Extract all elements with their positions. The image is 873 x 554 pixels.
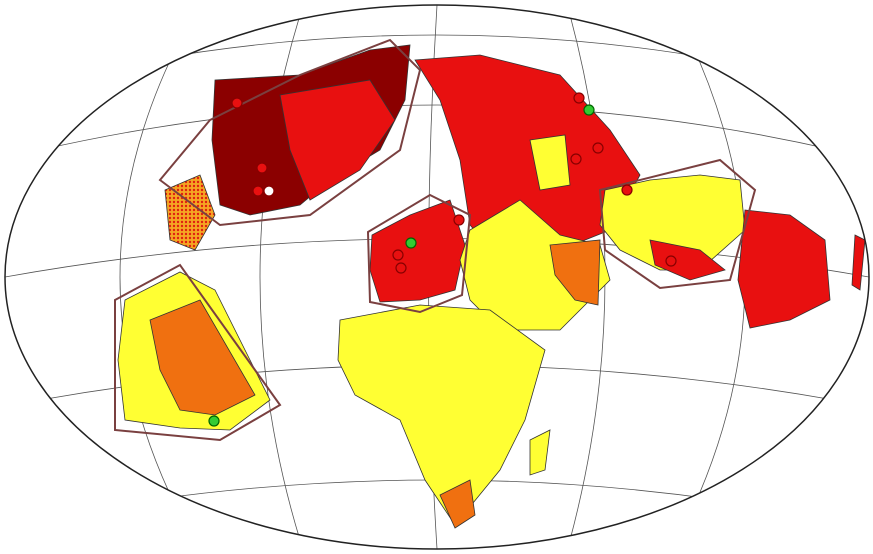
madagascar xyxy=(529,429,551,476)
southeast-asia xyxy=(599,174,746,271)
indonesia xyxy=(649,239,726,281)
australia xyxy=(737,209,831,329)
mongolia xyxy=(529,134,571,191)
greenland xyxy=(279,79,396,201)
land-masses xyxy=(117,44,866,529)
europe xyxy=(369,199,466,303)
central-america xyxy=(164,174,216,251)
markers xyxy=(208,92,677,427)
south-africa xyxy=(439,479,476,529)
new-zealand xyxy=(851,234,866,291)
south-america-interior xyxy=(149,299,256,416)
map-border xyxy=(4,4,870,550)
india xyxy=(549,239,601,306)
russia xyxy=(414,54,641,261)
africa xyxy=(337,304,546,526)
